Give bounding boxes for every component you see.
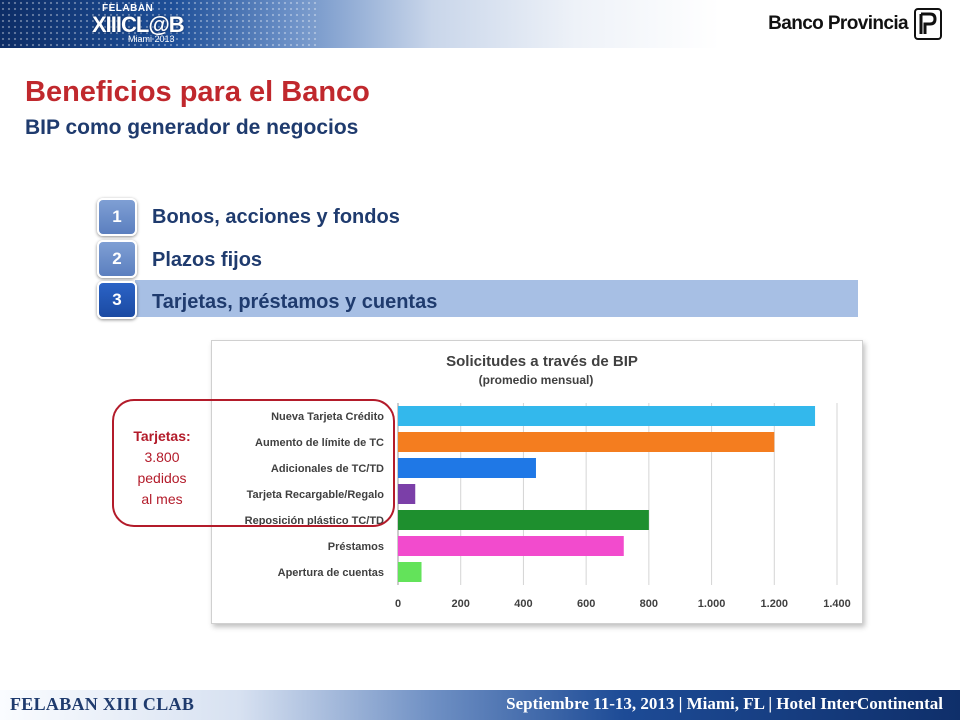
chart-bar (398, 510, 649, 530)
chart-bar (398, 562, 422, 582)
item-label: Bonos, acciones y fondos (152, 206, 400, 228)
chart-category-label: Préstamos (328, 541, 384, 553)
requests-chart: Solicitudes a través de BIP (promedio me… (211, 340, 863, 624)
banner-dot-pattern (0, 0, 320, 48)
footer-right: Septiembre 11-13, 2013 | Miami, FL | Hot… (506, 694, 943, 713)
footer-left: FELABAN XIII CLAB (10, 694, 195, 714)
felaban-logo-name: XIIICL@B (92, 12, 185, 37)
chart-bar (398, 406, 816, 426)
chart-x-tick-label: 600 (577, 598, 595, 610)
chart-canvas: Solicitudes a través de BIP (promedio me… (245, 353, 851, 610)
slide-title: Beneficios para el Banco (25, 76, 370, 108)
chart-x-tick-label: 400 (514, 598, 532, 610)
callout-line-3: pedidos (137, 470, 187, 486)
chart-x-tick-label: 800 (640, 598, 658, 610)
bottom-banner (0, 690, 960, 720)
callout-line-1: Tarjetas: (133, 428, 191, 444)
item-label: Plazos fijos (152, 249, 263, 271)
callout-frame (112, 399, 395, 527)
chart-bar (398, 432, 775, 452)
banco-provincia-logo: Banco Provincia (768, 6, 942, 42)
felaban-logo-top: FELABAN (102, 3, 154, 14)
chart-category-label: Aumento de límite de TC (255, 437, 384, 449)
item-label: Tarjetas, préstamos y cuentas (152, 291, 438, 313)
active-item-highlight (135, 280, 858, 317)
chart-category-label: Apertura de cuentas (278, 567, 384, 579)
felaban-logo: FELABAN XIIICL@B Miami 2013 (92, 3, 192, 45)
chart-x-tick-label: 0 (395, 598, 401, 610)
bank-name: Banco Provincia (768, 13, 908, 34)
callout-line-4: al mes (141, 491, 183, 507)
item-number-badge: 3 (97, 281, 137, 319)
callout-line-2: 3.800 (144, 449, 180, 465)
bank-mark-icon (914, 8, 942, 40)
chart-title: Solicitudes a través de BIP (446, 353, 638, 370)
chart-category-labels: Nueva Tarjeta Crédito Aumento de límite d… (245, 411, 385, 579)
chart-bars (398, 406, 816, 582)
chart-category-label: Tarjeta Recargable/Regalo (247, 489, 385, 501)
chart-category-label: Reposición plástico TC/TD (245, 515, 384, 527)
callout-text: Tarjetas: 3.800 pedidos al mes (118, 426, 206, 510)
item-number-badge: 1 (97, 198, 137, 236)
felaban-logo-place: Miami 2013 (128, 34, 175, 44)
chart-category-label: Nueva Tarjeta Crédito (271, 411, 384, 423)
item-number-badge: 2 (97, 240, 137, 278)
chart-bar (398, 484, 416, 504)
chart-x-tick-label: 1.200 (761, 598, 789, 610)
slide-subtitle: BIP como generador de negocios (25, 116, 359, 139)
chart-x-tick-label: 1.000 (698, 598, 726, 610)
chart-bar (398, 458, 536, 478)
chart-x-tick-label: 1.400 (823, 598, 851, 610)
chart-subtitle: (promedio mensual) (479, 373, 594, 387)
top-banner: FELABAN XIIICL@B Miami 2013 Banco Provin… (0, 0, 960, 48)
chart-category-label: Adicionales de TC/TD (271, 463, 384, 475)
chart-x-tick-labels: 0 200 400 600 800 1.000 1.200 1.400 (395, 598, 851, 610)
chart-x-tick-label: 200 (452, 598, 470, 610)
chart-bar (398, 536, 624, 556)
chart-gridlines (397, 403, 838, 585)
